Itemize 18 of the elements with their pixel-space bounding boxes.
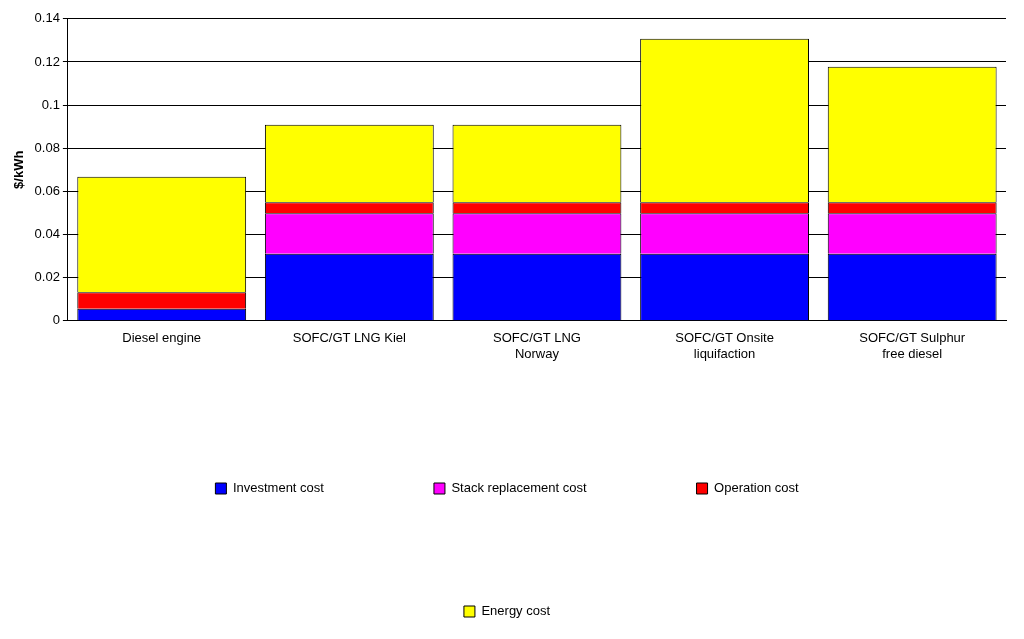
x-tick-label: Diesel engine <box>122 330 202 346</box>
x-tick-label: SOFC/GT Onsite liquifaction <box>675 330 774 361</box>
y-axis-title: $/kWh <box>11 150 27 189</box>
legend-label: Investment cost <box>232 480 325 496</box>
legend-label: Energy cost <box>481 603 551 619</box>
x-tick-label: SOFC/GT Sulphur free diesel <box>859 330 966 361</box>
y-tick-label: 0.04 <box>34 226 60 242</box>
y-tick-label: 0 <box>52 312 60 328</box>
legend-label: Stack replacement cost <box>451 480 587 496</box>
y-tick-label: 0.02 <box>34 269 60 285</box>
y-tick-label: 0.06 <box>34 182 60 198</box>
y-tick-label: 0.12 <box>34 53 60 69</box>
y-tick-label: 0.14 <box>34 10 60 26</box>
legend-label: Operation cost <box>714 480 799 496</box>
x-tick-label: SOFC/GT LNG Norway <box>493 330 581 361</box>
y-tick-label: 0.08 <box>34 139 60 155</box>
y-tick-label: 0.1 <box>41 96 60 112</box>
x-tick-label: SOFC/GT LNG Kiel <box>292 330 407 346</box>
